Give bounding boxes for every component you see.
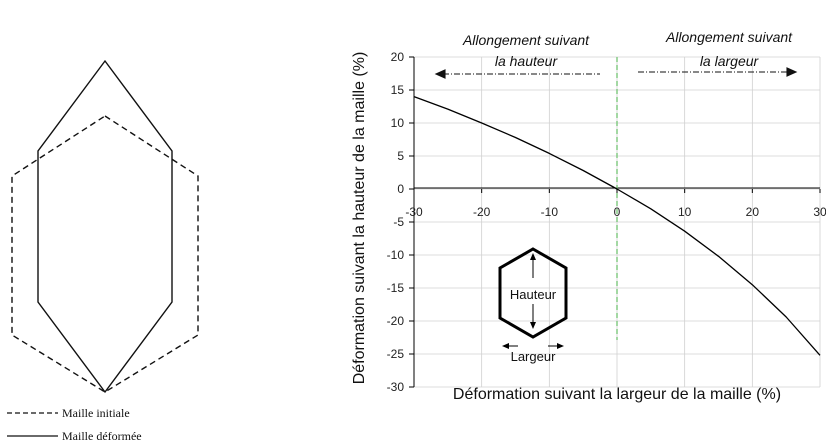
annotation-right-line2: la largeur bbox=[700, 53, 760, 69]
x-tick-labels: -30 -20 -10 0 10 20 30 bbox=[405, 189, 826, 219]
y-tick-label: 5 bbox=[397, 149, 404, 163]
y-axis-title: Déformation suivant la hauteur de la mai… bbox=[351, 52, 368, 385]
initial-mesh-hexagon bbox=[11, 115, 199, 393]
y-tick-label: 15 bbox=[391, 83, 405, 97]
y-tick-label: -5 bbox=[393, 215, 404, 229]
legend-deformed-label: Maille déformée bbox=[62, 429, 142, 443]
chart: -30 -20 -10 0 10 20 30 20 15 10 5 0 -5 -10 -15 -20 -25 -… bbox=[351, 29, 826, 403]
x-tick-label: 30 bbox=[813, 205, 826, 219]
y-tick-label: -10 bbox=[387, 248, 405, 262]
mesh-schematic bbox=[11, 59, 199, 394]
deformed-mesh-hexagon bbox=[37, 59, 173, 394]
x-tick-label: 20 bbox=[746, 205, 760, 219]
legend-initial-label: Maille initiale bbox=[62, 406, 130, 420]
left-arrow bbox=[434, 69, 600, 79]
y-tick-label: -25 bbox=[387, 347, 405, 361]
y-tick-label: -15 bbox=[387, 281, 405, 295]
y-tick-label: 10 bbox=[391, 116, 405, 130]
inset-largeur-label: Largeur bbox=[511, 349, 556, 364]
x-tick-label: 10 bbox=[678, 205, 692, 219]
y-tick-label: 20 bbox=[391, 50, 405, 64]
y-tick-label: -20 bbox=[387, 314, 405, 328]
y-tick-label: -30 bbox=[387, 380, 405, 394]
annotation-left-line1: Allongement suivant bbox=[462, 32, 590, 48]
x-tick-label: -10 bbox=[541, 205, 559, 219]
inset-hexagon bbox=[498, 247, 568, 339]
inset-hexagon-diagram: Hauteur Largeur bbox=[498, 247, 568, 364]
right-arrow bbox=[638, 67, 798, 77]
y-tick-label: 0 bbox=[397, 182, 404, 196]
annotation-left-line2: la hauteur bbox=[495, 53, 559, 69]
inset-hauteur-label: Hauteur bbox=[510, 287, 557, 302]
x-tick-label: -30 bbox=[405, 205, 423, 219]
series-line bbox=[413, 95, 821, 356]
legend: Maille initiale Maille déformée bbox=[7, 406, 142, 443]
x-tick-label: -20 bbox=[473, 205, 491, 219]
series-group bbox=[413, 95, 821, 356]
y-tick-labels: 20 15 10 5 0 -5 -10 -15 -20 -25 -30 bbox=[387, 50, 414, 394]
x-axis-title: Déformation suivant la largeur de la mai… bbox=[453, 386, 781, 403]
x-tick-label: 0 bbox=[614, 205, 621, 219]
annotation-right-line1: Allongement suivant bbox=[665, 29, 793, 45]
